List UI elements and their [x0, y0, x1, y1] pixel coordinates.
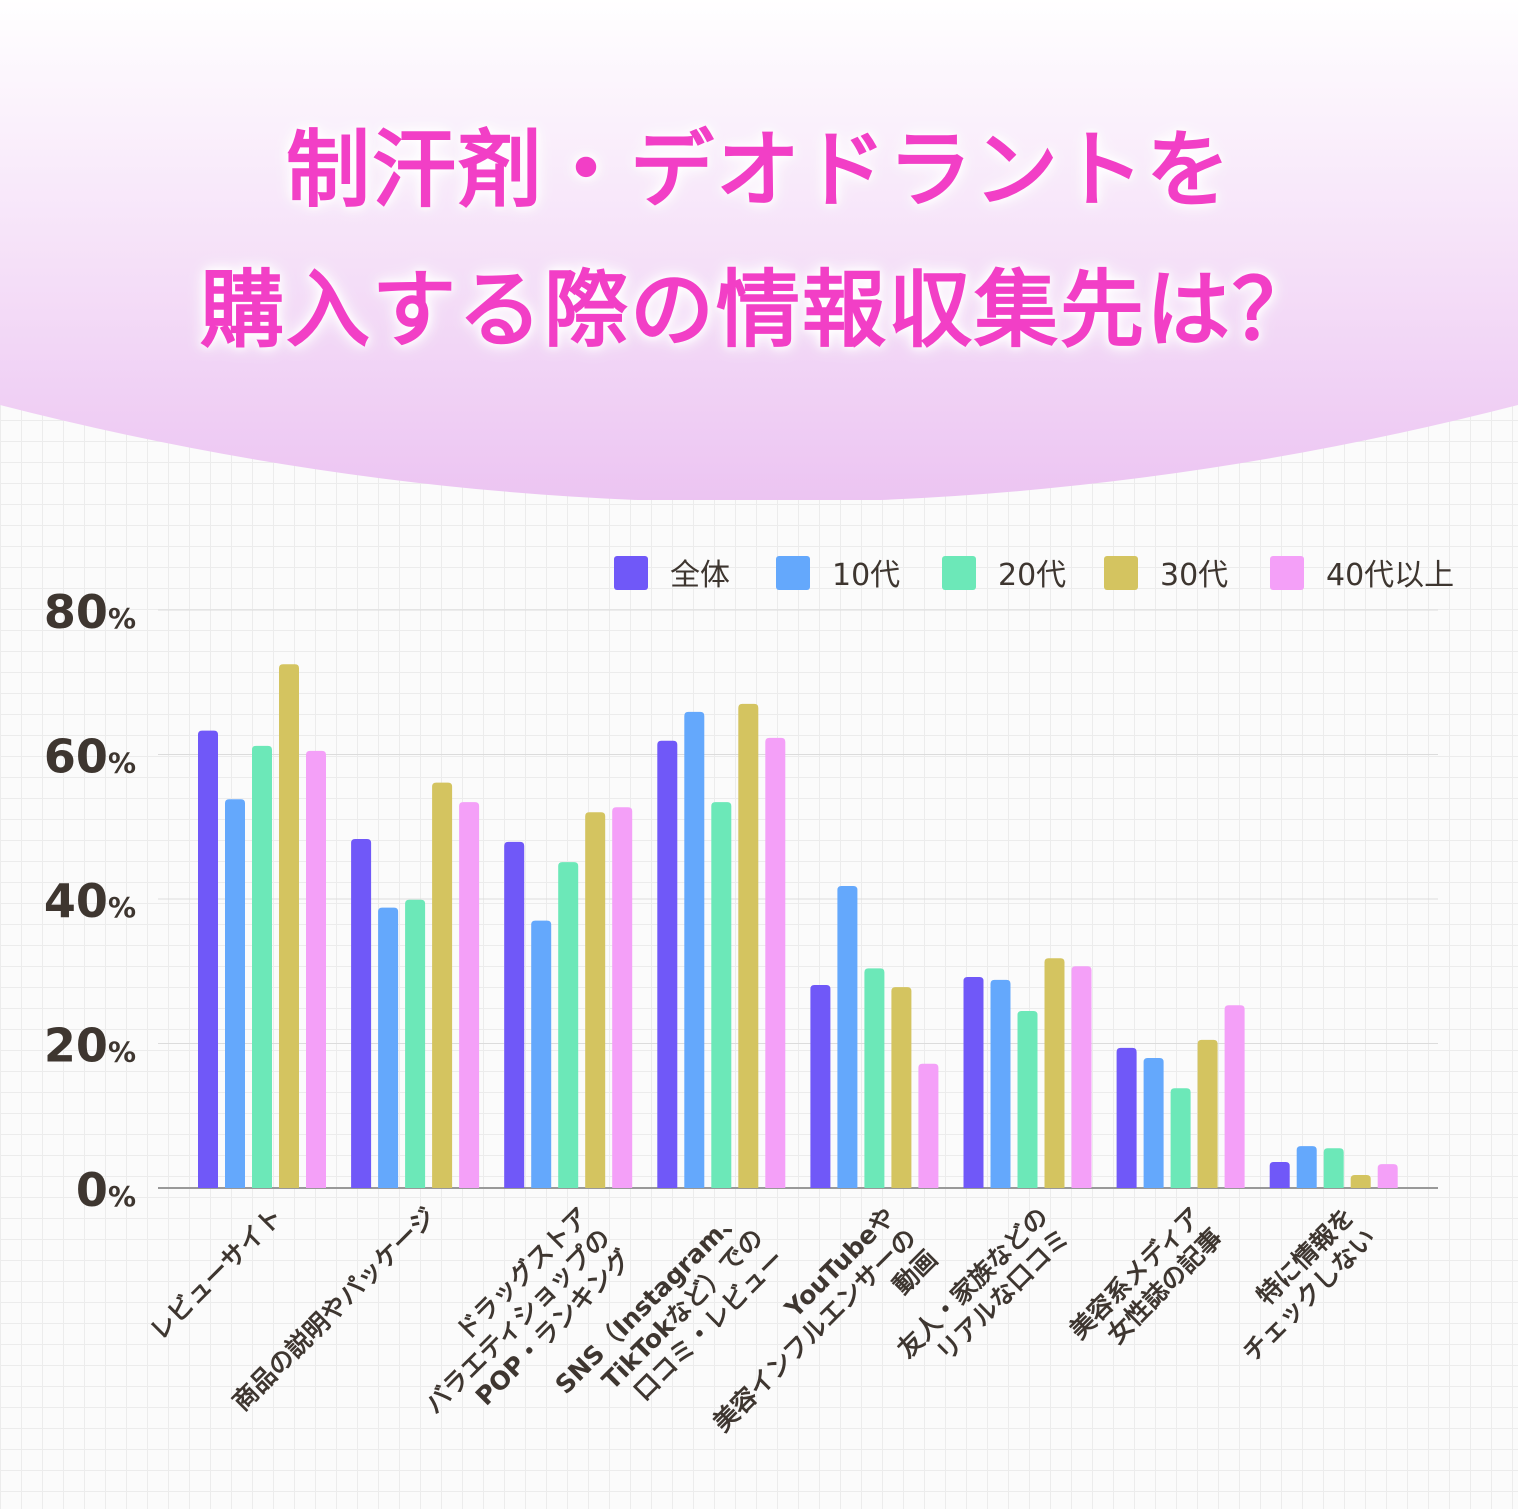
legend-swatch [1270, 556, 1304, 590]
legend-label: 30代 [1160, 558, 1228, 593]
bar [432, 782, 453, 1188]
bar [1017, 1010, 1038, 1188]
legend-label: 20代 [998, 558, 1066, 593]
bar [963, 977, 984, 1188]
bar [225, 799, 245, 1188]
legend-label: 10代 [832, 558, 900, 593]
x-tick-label: ドラッグストアバラエティショップのPOP・ランキング [398, 1202, 637, 1441]
bar [459, 802, 480, 1188]
bar [198, 730, 218, 1188]
legend-swatch [776, 556, 810, 590]
x-tick-label: 美容系メディア女性誌の記事 [1064, 1202, 1228, 1366]
bar [810, 984, 831, 1188]
legend-label: 40代以上 [1326, 558, 1454, 593]
bar [504, 841, 525, 1188]
bar [585, 812, 606, 1188]
bar [1116, 1047, 1137, 1188]
bar [1224, 1005, 1245, 1188]
bar [1044, 958, 1065, 1188]
bar [1071, 966, 1092, 1188]
legend-label: 全体 [670, 558, 730, 593]
bar [1350, 1174, 1371, 1188]
y-tick-label: 0% [76, 1163, 136, 1217]
bar [252, 745, 272, 1188]
x-tick-label: 特に情報をチェックしない [1216, 1202, 1381, 1367]
bar [351, 839, 372, 1188]
y-tick-label: 40% [44, 874, 136, 928]
bar [612, 807, 633, 1188]
bar [1377, 1164, 1398, 1188]
title-line-2: 購入する際の情報収集先は？ [199, 261, 1318, 359]
bar [306, 750, 326, 1188]
bar [378, 907, 399, 1188]
x-tick-label: 友人・家族などのリアルな口コミ [892, 1202, 1075, 1385]
y-tick-label: 60% [44, 730, 136, 784]
title-line-1: 制汗剤・デオドラントを [285, 121, 1232, 219]
bar [657, 740, 678, 1188]
bar [1323, 1148, 1344, 1188]
header-banner [0, 0, 1518, 500]
bar [711, 802, 732, 1188]
bar [918, 1063, 939, 1188]
bar [1296, 1146, 1317, 1188]
bar [684, 711, 705, 1188]
legend-swatch [614, 556, 648, 590]
page-title: 制汗剤・デオドラントを 購入する際の情報収集先は？ [0, 100, 1518, 380]
x-tick-label: レビューサイト [144, 1202, 288, 1346]
bar [837, 885, 858, 1188]
bar [765, 737, 786, 1188]
bar [405, 899, 426, 1188]
legend-swatch [942, 556, 976, 590]
bar [1197, 1039, 1218, 1188]
bar [1170, 1088, 1191, 1188]
bar [531, 920, 552, 1188]
y-tick-label: 20% [44, 1019, 136, 1073]
bar [990, 979, 1011, 1188]
bar [558, 862, 579, 1188]
bar [1143, 1057, 1164, 1188]
bar [891, 987, 912, 1188]
bar [864, 968, 885, 1188]
bar [1269, 1161, 1290, 1188]
bar [738, 703, 759, 1188]
legend-swatch [1104, 556, 1138, 590]
y-tick-label: 80% [44, 585, 136, 639]
bar [279, 664, 299, 1188]
